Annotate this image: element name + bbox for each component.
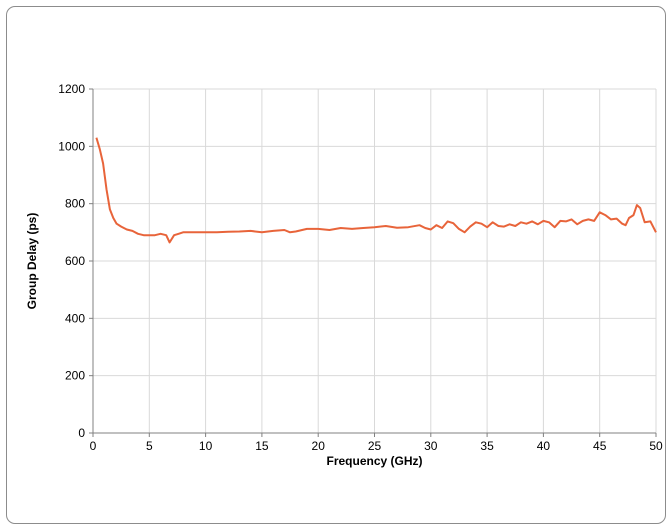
y-tick-label: 400 bbox=[65, 311, 85, 325]
gridlines bbox=[93, 88, 657, 433]
x-tick-label: 50 bbox=[649, 439, 663, 453]
series-layer bbox=[95, 137, 657, 244]
y-tick-label: 1000 bbox=[58, 139, 85, 153]
y-tick-label: 200 bbox=[65, 369, 85, 383]
y-tick-label: 0 bbox=[78, 426, 85, 440]
y-axis-title: Group Delay (ps) bbox=[25, 213, 39, 310]
x-tick-label: 45 bbox=[593, 439, 607, 453]
x-tick-label: 25 bbox=[368, 439, 382, 453]
x-tick-label: 0 bbox=[90, 439, 97, 453]
x-tick-label: 15 bbox=[255, 439, 269, 453]
y-tick-label: 1200 bbox=[58, 82, 85, 96]
axes bbox=[89, 88, 657, 437]
x-tick-label: 40 bbox=[537, 439, 551, 453]
x-tick-label: 30 bbox=[424, 439, 438, 453]
y-tick-label: 600 bbox=[65, 254, 85, 268]
y-tick-label: 800 bbox=[65, 197, 85, 211]
chart-frame bbox=[6, 6, 666, 524]
group-delay-line bbox=[95, 137, 657, 244]
x-tick-label: 20 bbox=[312, 439, 326, 453]
y-tick-labels: 0 200 400 600 800 1000 1200 bbox=[58, 82, 85, 440]
x-tick-labels: 0 5 10 15 20 25 30 35 40 45 50 bbox=[90, 439, 663, 453]
x-tick-label: 35 bbox=[480, 439, 494, 453]
x-axis-title: Frequency (GHz) bbox=[326, 454, 422, 468]
x-tick-label: 5 bbox=[146, 439, 153, 453]
x-tick-label: 10 bbox=[199, 439, 213, 453]
